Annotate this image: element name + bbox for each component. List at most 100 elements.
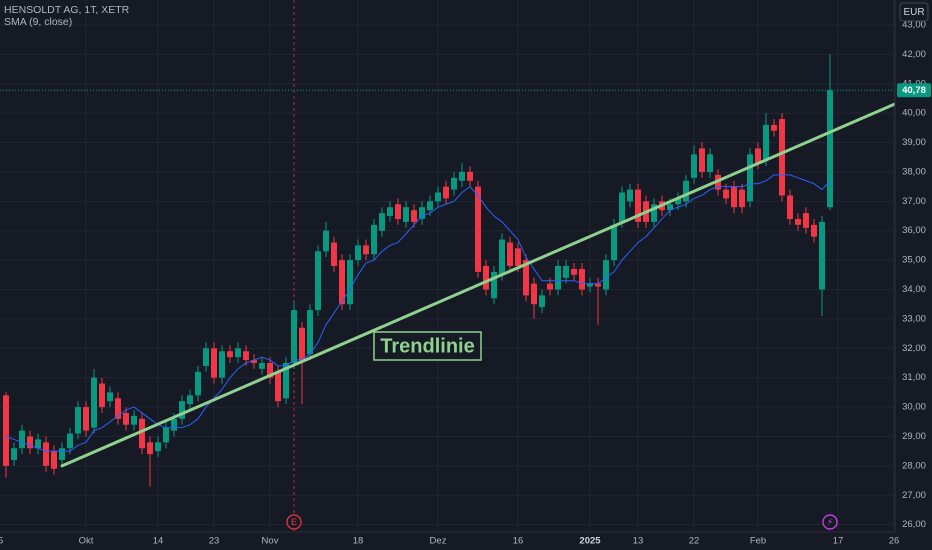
currency-button[interactable]	[899, 2, 929, 22]
y-tick-label: 38,00	[902, 166, 926, 177]
candle-body	[443, 186, 449, 199]
candle-body	[387, 207, 393, 217]
candle-body	[723, 189, 729, 199]
event-label: ⚡	[827, 517, 833, 527]
y-tick-label: 35,00	[902, 255, 926, 266]
y-tick-label: 37,00	[902, 196, 926, 207]
candle-body	[579, 268, 585, 290]
candle-body	[171, 418, 177, 431]
candle-body	[403, 207, 409, 222]
candle-body	[819, 221, 825, 290]
candle-body	[811, 224, 817, 237]
candle-body	[11, 448, 17, 460]
candle-body	[627, 189, 633, 202]
x-tick-label: Dez	[430, 536, 447, 547]
x-tick-label: 17	[833, 536, 844, 547]
candle-body	[147, 442, 153, 455]
trendline	[60, 102, 895, 468]
candle-body	[267, 362, 273, 378]
candle-body	[75, 407, 81, 434]
x-tick-label: 23	[209, 536, 220, 547]
candle-body	[251, 360, 257, 363]
candle-body	[27, 436, 33, 449]
candle-body	[3, 395, 9, 466]
candle-body	[779, 119, 785, 196]
event-label: E	[291, 517, 297, 527]
candle-body	[523, 260, 529, 296]
candle-body	[515, 248, 521, 266]
x-tick-label: Okt	[79, 536, 94, 547]
candle-body	[691, 154, 697, 178]
chart-title: HENSOLDT AG, 1T, XETR	[4, 4, 130, 16]
candle-body	[763, 124, 769, 161]
candle-body	[651, 204, 657, 222]
candle-body	[611, 224, 617, 261]
candle-body	[507, 242, 513, 266]
y-tick-label: 29,00	[902, 431, 926, 442]
candle-body	[83, 407, 89, 431]
candle-body	[35, 439, 41, 449]
candle-body	[635, 189, 641, 222]
candle-body	[771, 124, 777, 131]
candle-body	[347, 260, 353, 305]
candle-body	[107, 392, 113, 402]
x-tick-label: Feb	[750, 536, 766, 547]
candle-body	[667, 204, 673, 211]
x-tick-label: 16	[513, 536, 524, 547]
x-tick-label: 26	[889, 536, 900, 547]
y-tick-label: 39,00	[902, 137, 926, 148]
candle-body	[91, 377, 97, 428]
candle-body	[307, 310, 313, 355]
candle-body	[371, 224, 377, 255]
x-tick-label: 2025	[579, 536, 601, 547]
candle-body	[467, 171, 473, 181]
x-tick-label: 14	[153, 536, 164, 547]
candle-body	[259, 362, 265, 369]
candle-body	[179, 401, 185, 419]
candle-body	[43, 442, 49, 466]
candle-body	[419, 207, 425, 219]
candle-body	[435, 192, 441, 202]
trendline-label: Trendlinie	[380, 335, 474, 357]
candle-body	[827, 90, 833, 208]
candle-body	[619, 192, 625, 222]
y-tick-label: 27,00	[902, 490, 926, 501]
candle-body	[595, 283, 601, 287]
candle-body	[499, 239, 505, 275]
candle-body	[123, 412, 129, 425]
candle-body	[803, 213, 809, 228]
candle-body	[291, 310, 297, 363]
candle-body	[755, 148, 761, 164]
candle-body	[539, 295, 545, 308]
candle-body	[555, 266, 561, 290]
candle-body	[299, 327, 305, 361]
candle-body	[51, 451, 57, 469]
candle-body	[547, 283, 553, 290]
y-tick-label: 28,00	[902, 460, 926, 471]
candle-body	[211, 348, 217, 378]
candle-body	[163, 427, 169, 443]
candle-body	[395, 204, 401, 219]
candle-body	[475, 186, 481, 272]
y-tick-label: 40,00	[902, 108, 926, 119]
y-tick-label: 26,00	[902, 519, 926, 530]
y-tick-label: 36,00	[902, 225, 926, 236]
price-tag-label: 40,78	[902, 85, 926, 96]
candle-body	[227, 351, 233, 358]
x-tick-label: Nov	[262, 536, 279, 547]
candle-body	[219, 351, 225, 378]
y-tick-label: 42,00	[902, 49, 926, 60]
candle-body	[411, 210, 417, 222]
y-tick-label: 33,00	[902, 313, 926, 324]
candle-body	[739, 189, 745, 208]
candle-body	[235, 348, 241, 358]
candle-body	[787, 195, 793, 219]
candle-body	[587, 283, 593, 287]
candle-body	[531, 283, 537, 305]
currency-label[interactable]: EUR	[903, 7, 924, 18]
plot-area: Trendlinie	[0, 0, 895, 532]
y-tick-label: 43,00	[902, 19, 926, 30]
candle-body	[187, 395, 193, 405]
